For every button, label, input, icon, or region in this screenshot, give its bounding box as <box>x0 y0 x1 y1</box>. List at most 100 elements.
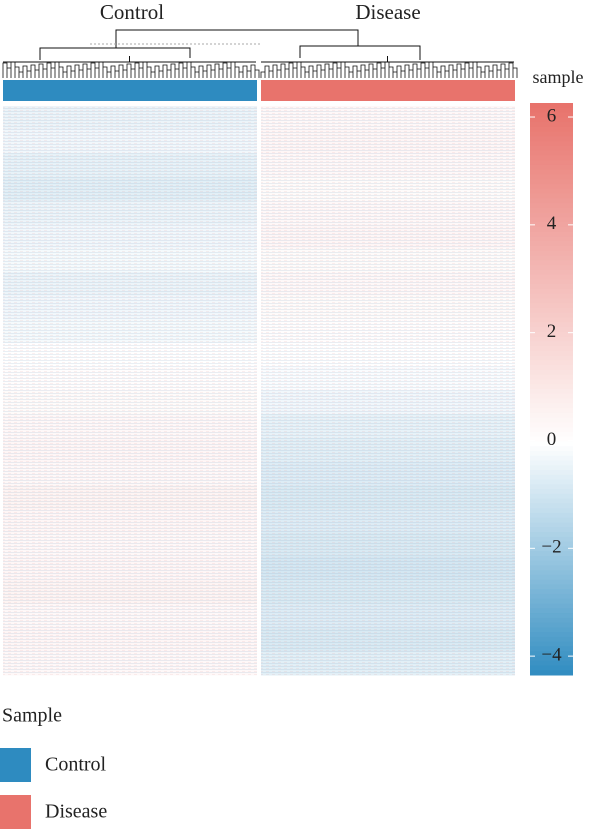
legend-swatch <box>0 748 31 782</box>
colorbar-step <box>530 422 573 428</box>
colorbar-step <box>530 246 573 252</box>
colorbar-step <box>530 179 573 185</box>
colorbar-step <box>530 350 573 357</box>
colorbar-step <box>530 393 573 400</box>
annotation-bar <box>261 80 515 101</box>
colorbar-step <box>530 436 573 442</box>
colorbar-step <box>530 298 573 304</box>
colorbar-step <box>530 403 573 409</box>
colorbar-step <box>530 603 573 609</box>
colorbar-step <box>530 279 573 285</box>
colorbar-tick-label: −2 <box>541 537 561 558</box>
colorbar-step <box>530 103 573 109</box>
colorbar-step <box>530 498 573 504</box>
colorbar-step <box>530 398 573 404</box>
legend-label: Control <box>45 754 107 776</box>
colorbar-step <box>530 260 573 266</box>
colorbar-step <box>530 408 573 414</box>
colorbar-step <box>530 150 573 156</box>
annotation-bar <box>3 80 257 101</box>
colorbar-step <box>530 203 573 209</box>
colorbar-step <box>530 265 573 271</box>
column-label: Control <box>100 0 164 24</box>
colorbar-step <box>530 322 573 328</box>
colorbar-step <box>530 231 573 237</box>
colorbar-step <box>530 198 573 204</box>
colorbar-step <box>530 522 573 528</box>
colorbar-step <box>530 284 573 290</box>
colorbar-step <box>530 532 573 538</box>
colorbar-step <box>530 241 573 247</box>
colorbar-step <box>530 341 573 347</box>
colorbar-step <box>530 312 573 318</box>
colorbar-step <box>530 327 573 333</box>
colorbar-step <box>530 145 573 152</box>
colorbar-step <box>530 274 573 280</box>
colorbar-step <box>530 217 573 223</box>
colorbar-step <box>530 269 573 276</box>
colorbar-step <box>530 288 573 295</box>
colorbar-step <box>530 470 573 476</box>
colorbar-step <box>530 346 573 352</box>
colorbar-step <box>530 613 573 619</box>
colorbar-step <box>530 412 573 419</box>
colorbar-step <box>530 493 573 500</box>
colorbar-step <box>530 632 573 638</box>
colorbar-step <box>530 250 573 257</box>
colorbar-step <box>530 489 573 495</box>
colorbar-step <box>530 660 573 666</box>
colorbar-step <box>530 188 573 195</box>
colorbar-step <box>530 355 573 361</box>
colorbar-step <box>530 212 573 218</box>
colorbar-step <box>530 574 573 581</box>
heatmap-texture <box>3 106 257 675</box>
colorbar-step <box>530 479 573 485</box>
colorbar-tick-label: 4 <box>547 213 557 234</box>
colorbar-step <box>530 384 573 390</box>
colorbar-step <box>530 484 573 490</box>
colorbar-step <box>530 336 573 342</box>
colorbar-step <box>530 117 573 123</box>
colorbar-step <box>530 255 573 261</box>
colorbar-step <box>530 417 573 423</box>
dendrogram <box>2 29 518 78</box>
colorbar-step <box>530 236 573 242</box>
colorbar-step <box>530 508 573 514</box>
colorbar-step <box>530 474 573 481</box>
colorbar-step <box>530 122 573 128</box>
colorbar-step <box>530 207 573 214</box>
colorbar-step <box>530 560 573 566</box>
colorbar-step <box>530 565 573 571</box>
colorbar-step <box>530 317 573 323</box>
colorbar-step <box>530 450 573 457</box>
colorbar-step <box>530 636 573 643</box>
colorbar-step <box>530 365 573 371</box>
colorbar-step <box>530 627 573 633</box>
colorbar-step <box>530 155 573 161</box>
colorbar-step <box>530 665 573 671</box>
colorbar-step <box>530 441 573 447</box>
colorbar-step <box>530 331 573 338</box>
colorbar-step <box>530 570 573 576</box>
colorbar-step <box>530 512 573 519</box>
colorbar-step <box>530 369 573 376</box>
colorbar-step <box>530 107 573 114</box>
colorbar-step <box>530 655 573 662</box>
colorbar-step <box>530 360 573 366</box>
colorbar-step <box>530 579 573 585</box>
legend-label: Disease <box>45 801 107 823</box>
colorbar-step <box>530 584 573 590</box>
colorbar-step <box>530 136 573 142</box>
colorbar-tick-label: 0 <box>547 429 557 450</box>
colorbar-step <box>530 598 573 604</box>
colorbar-step <box>530 646 573 652</box>
colorbar-step <box>530 184 573 190</box>
colorbar-title: sample <box>533 67 584 87</box>
colorbar-step <box>530 160 573 166</box>
colorbar-step <box>530 379 573 385</box>
dendrogram-branch <box>261 56 514 63</box>
colorbar-step <box>530 641 573 647</box>
colorbar-step <box>530 460 573 466</box>
colorbar-step <box>530 446 573 452</box>
